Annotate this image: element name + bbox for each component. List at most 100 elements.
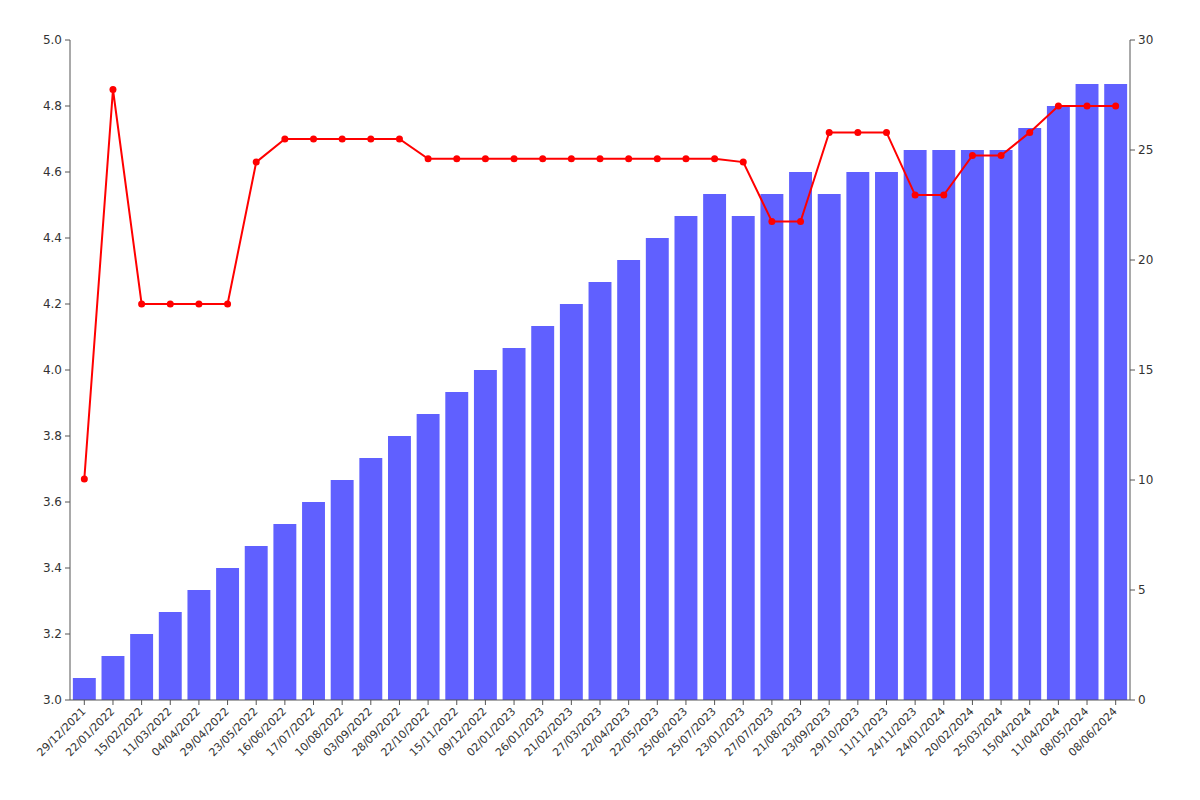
bar	[818, 194, 841, 700]
marker	[797, 218, 804, 225]
bar	[159, 612, 182, 700]
bar	[102, 656, 125, 700]
tick-mark	[65, 238, 70, 239]
marker	[854, 129, 861, 136]
bar	[273, 524, 296, 700]
x-tick-mark	[485, 700, 486, 705]
tick-label: 3.8	[43, 429, 62, 443]
bar	[703, 194, 726, 700]
tick-mark	[65, 40, 70, 41]
x-tick-mark	[141, 700, 142, 705]
tick-label: 4.2	[43, 297, 62, 311]
tick-label: 4.4	[43, 231, 62, 245]
marker	[711, 155, 718, 162]
tick-mark	[1130, 480, 1135, 481]
marker	[453, 155, 460, 162]
tick-mark	[65, 700, 70, 701]
tick-label: 4.6	[43, 165, 62, 179]
tick-mark	[1130, 40, 1135, 41]
x-tick-mark	[170, 700, 171, 705]
marker	[281, 136, 288, 143]
tick-mark	[1130, 370, 1135, 371]
bar	[417, 414, 440, 700]
bar	[302, 502, 325, 700]
bar	[503, 348, 526, 700]
x-tick-mark	[84, 700, 85, 705]
marker	[568, 155, 575, 162]
tick-label: 3.0	[43, 693, 62, 707]
marker	[81, 475, 88, 482]
marker	[195, 301, 202, 308]
x-tick-mark	[1087, 700, 1088, 705]
tick-mark	[65, 502, 70, 503]
marker	[969, 152, 976, 159]
bar	[359, 458, 382, 700]
x-tick-mark	[657, 700, 658, 705]
x-tick-mark	[112, 700, 113, 705]
tick-label: 4.8	[43, 99, 62, 113]
tick-mark	[65, 436, 70, 437]
tick-label: 5.0	[43, 33, 62, 47]
x-tick-mark	[1058, 700, 1059, 705]
marker	[654, 155, 661, 162]
bar	[445, 392, 468, 700]
tick-mark	[65, 370, 70, 371]
x-tick-label: 08/06/2024	[1066, 705, 1120, 759]
marker	[826, 129, 833, 136]
bar	[388, 436, 411, 700]
bar	[674, 216, 697, 700]
tick-mark	[65, 106, 70, 107]
marker	[740, 159, 747, 166]
tick-label: 25	[1138, 143, 1153, 157]
x-tick-mark	[628, 700, 629, 705]
tick-label: 20	[1138, 253, 1153, 267]
marker	[310, 136, 317, 143]
bar	[1047, 106, 1070, 700]
bar	[1076, 84, 1099, 700]
marker	[138, 301, 145, 308]
bar	[846, 172, 869, 700]
tick-label: 30	[1138, 33, 1153, 47]
x-tick-mark	[456, 700, 457, 705]
tick-mark	[65, 304, 70, 305]
x-tick-mark	[800, 700, 801, 705]
x-tick-mark	[256, 700, 257, 705]
x-tick-mark	[313, 700, 314, 705]
marker	[1055, 103, 1062, 110]
x-tick-mark	[886, 700, 887, 705]
tick-label: 5	[1138, 583, 1146, 597]
marker	[339, 136, 346, 143]
bar	[932, 150, 955, 700]
x-tick-mark	[370, 700, 371, 705]
marker	[597, 155, 604, 162]
x-tick-mark	[743, 700, 744, 705]
marker	[912, 192, 919, 199]
tick-label: 3.2	[43, 627, 62, 641]
bar	[961, 150, 984, 700]
tick-mark	[65, 172, 70, 173]
x-tick-mark	[972, 700, 973, 705]
bar	[646, 238, 669, 700]
axes: 3.03.23.43.63.84.04.24.44.64.85.00510152…	[35, 33, 1154, 760]
x-tick-mark	[685, 700, 686, 705]
bar	[73, 678, 96, 700]
x-tick-mark	[1001, 700, 1002, 705]
marker	[109, 86, 116, 93]
marker	[167, 301, 174, 308]
bar	[560, 304, 583, 700]
bar	[904, 150, 927, 700]
bar	[531, 326, 554, 700]
x-tick-mark	[428, 700, 429, 705]
marker	[625, 155, 632, 162]
x-tick-mark	[227, 700, 228, 705]
x-tick-mark	[771, 700, 772, 705]
line-series	[81, 86, 1119, 482]
bar	[732, 216, 755, 700]
x-tick-mark	[342, 700, 343, 705]
x-tick-mark	[1029, 700, 1030, 705]
marker	[1084, 103, 1091, 110]
chart: 3.03.23.43.63.84.04.24.44.64.85.00510152…	[0, 0, 1200, 800]
tick-mark	[1130, 260, 1135, 261]
line	[84, 90, 1115, 479]
x-tick-mark	[542, 700, 543, 705]
